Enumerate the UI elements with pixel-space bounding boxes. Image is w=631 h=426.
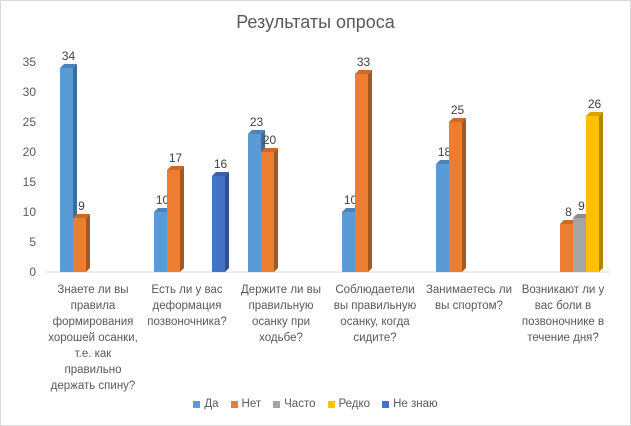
data-label: 8: [565, 205, 572, 219]
data-label: 18: [438, 145, 452, 159]
bar-top: [60, 64, 77, 68]
legend-swatch: [273, 400, 281, 408]
y-tick-label: 30: [23, 85, 37, 99]
bar: [573, 218, 586, 272]
x-tick-label: Соблюдаетели вы правильную осанку, когда…: [333, 284, 417, 344]
bar-top: [167, 166, 184, 170]
bar-top: [355, 70, 372, 74]
bar-side: [462, 118, 466, 272]
legend-label: Редко: [338, 398, 371, 410]
y-tick-label: 25: [23, 115, 37, 129]
data-label: 9: [78, 199, 85, 213]
y-tick-label: 5: [29, 235, 36, 249]
bar: [167, 170, 180, 272]
bar: [355, 74, 368, 272]
data-label: 23: [250, 115, 264, 129]
bar: [261, 152, 274, 272]
bar-top: [436, 160, 453, 164]
data-label: 33: [357, 55, 371, 69]
bar-top: [342, 208, 359, 212]
bar-side: [180, 166, 184, 272]
y-tick-label: 35: [23, 55, 37, 69]
bar-top: [573, 214, 590, 218]
bar-top: [212, 172, 229, 176]
data-label: 9: [578, 199, 585, 213]
bar-top: [560, 220, 577, 224]
legend-item: Часто: [273, 398, 316, 410]
chart-title: Результаты опроса: [236, 12, 395, 32]
y-tick-label: 20: [23, 145, 37, 159]
y-tick-label: 15: [23, 175, 37, 189]
legend-swatch: [193, 400, 201, 408]
legend-swatch: [382, 400, 390, 408]
legend-swatch: [230, 400, 238, 408]
legend-label: Нет: [241, 398, 262, 410]
data-label: 17: [169, 151, 183, 165]
bar-top: [154, 208, 171, 212]
bar: [586, 116, 599, 272]
bar-top: [261, 148, 278, 152]
bar: [560, 224, 573, 272]
data-label: 10: [344, 193, 358, 207]
bar-side: [274, 148, 278, 272]
data-label: 10: [156, 193, 170, 207]
bar-side: [225, 172, 229, 272]
legend-swatch: [327, 400, 335, 408]
bar-side: [599, 112, 603, 272]
y-tick-label: 10: [23, 205, 37, 219]
bar-side: [368, 70, 372, 272]
legend-label: Не знаю: [393, 398, 438, 410]
bar-top: [73, 214, 90, 218]
bar: [436, 164, 449, 272]
legend-label: Часто: [284, 398, 316, 410]
x-tick-label: Держите ли вы правильную осанку при ходь…: [240, 284, 322, 344]
bar-top: [449, 118, 466, 122]
legend: Да Нет Часто Редко Не знаю: [0, 398, 631, 410]
data-label: 20: [263, 133, 277, 147]
bar: [342, 212, 355, 272]
data-label: 26: [588, 97, 602, 111]
x-tick-label: Возникают ли у вас боли в позвоночнике в…: [521, 284, 605, 344]
bar-side: [86, 214, 90, 272]
x-tick-label: Занимаетесь ли вы спортом?: [425, 284, 513, 312]
data-label: 16: [214, 157, 228, 171]
x-tick-label: Есть ли у вас деформация позвоночника?: [147, 284, 227, 328]
bar: [212, 176, 225, 272]
bar-top: [248, 130, 265, 134]
bar: [73, 218, 86, 272]
legend-item: Да: [193, 398, 219, 410]
data-label: 34: [62, 49, 76, 63]
legend-item: Нет: [230, 398, 262, 410]
bar: [449, 122, 462, 272]
bar-top: [586, 112, 603, 116]
x-tick-label: Знаете ли вы правила формирования хороше…: [48, 284, 138, 392]
bar: [60, 68, 73, 272]
legend-item: Редко: [327, 398, 371, 410]
data-label: 25: [451, 103, 465, 117]
y-tick-label: 0: [29, 265, 36, 279]
legend-item: Не знаю: [382, 398, 438, 410]
bar: [248, 134, 261, 272]
legend-label: Да: [204, 398, 219, 410]
bar: [154, 212, 167, 272]
